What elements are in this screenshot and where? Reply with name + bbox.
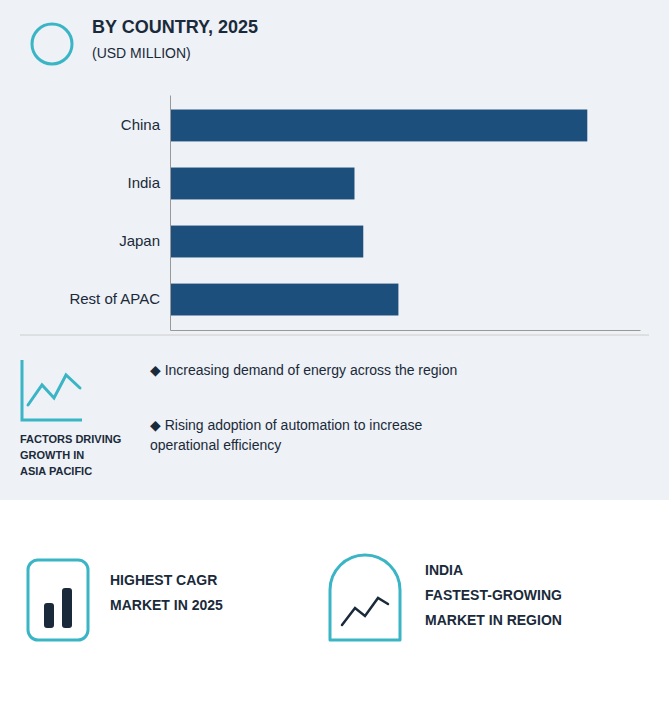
y-axis-line	[170, 96, 171, 331]
divider	[20, 335, 649, 336]
bottom-right-icon	[330, 555, 400, 640]
bottom-left-icon-bar	[62, 588, 72, 628]
header-icon	[32, 24, 72, 64]
factors-icon	[22, 360, 82, 420]
x-axis-line	[171, 330, 641, 331]
x-axis	[171, 330, 641, 331]
factors-title-line: ASIA PACIFIC	[20, 465, 92, 477]
factor-bullet-line: ◆ Rising adoption of automation to incre…	[150, 417, 422, 433]
bar	[170, 284, 398, 316]
infographic: BY COUNTRY, 2025 (USD MILLION) China India J…	[0, 0, 669, 709]
factor-bullet-line: operational efficiency	[150, 438, 281, 454]
factor-bullet-line: ◆ Increasing demand of energy across the…	[150, 362, 457, 378]
bottom-left-text-line: MARKET IN 2025	[110, 597, 223, 613]
bottom-left-text-line: HIGHEST CAGR	[110, 572, 217, 588]
bottom-left-text: MARKET IN 2025	[110, 597, 223, 613]
bottom-left-text: HIGHEST CAGR	[110, 572, 217, 588]
y-tick: India	[127, 174, 170, 191]
bottom-right-text-line: MARKET IN REGION	[425, 612, 562, 628]
y-tick-label: China	[121, 116, 161, 133]
y-axis: China India Japan Rest of APAC	[69, 96, 170, 331]
factor-bullet: ◆ Increasing demand of energy across the…	[150, 362, 457, 378]
y-tick-label: Rest of APAC	[69, 290, 160, 307]
bottom-right-icon-trend	[342, 598, 388, 625]
bottom-right-text: INDIA	[425, 562, 463, 578]
panel-background	[0, 0, 669, 500]
bottom-left-icon	[28, 560, 88, 640]
title: BY COUNTRY, 2025	[92, 17, 258, 37]
bar	[170, 226, 363, 258]
bottom-right-text: FASTEST-GROWING	[425, 587, 562, 603]
y-tick: China	[121, 116, 170, 133]
factors-title: FACTORS DRIVING GROWTH IN ASIA PACIFIC	[20, 433, 121, 477]
bar	[170, 110, 587, 142]
factors-title-line: GROWTH IN	[20, 449, 84, 461]
y-tick: Japan	[119, 232, 170, 249]
factor-bullet: ◆ Rising adoption of automation to incre…	[150, 417, 422, 453]
factors-title-line: FACTORS DRIVING	[20, 433, 121, 445]
bars	[170, 110, 587, 316]
y-tick-label: Japan	[119, 232, 160, 249]
bottom-right-text-line: INDIA	[425, 562, 463, 578]
bottom-left-icon-bar	[44, 603, 54, 628]
y-tick-label: India	[127, 174, 160, 191]
title-line: BY COUNTRY, 2025	[92, 17, 258, 37]
y-tick: Rest of APAC	[69, 290, 170, 307]
bottom-right-text-line: FASTEST-GROWING	[425, 587, 562, 603]
subtitle-line: (USD MILLION)	[92, 45, 191, 61]
bar	[170, 168, 354, 200]
bottom-right-text: MARKET IN REGION	[425, 612, 562, 628]
subtitle: (USD MILLION)	[92, 45, 191, 61]
factors-icon-line	[28, 375, 80, 405]
